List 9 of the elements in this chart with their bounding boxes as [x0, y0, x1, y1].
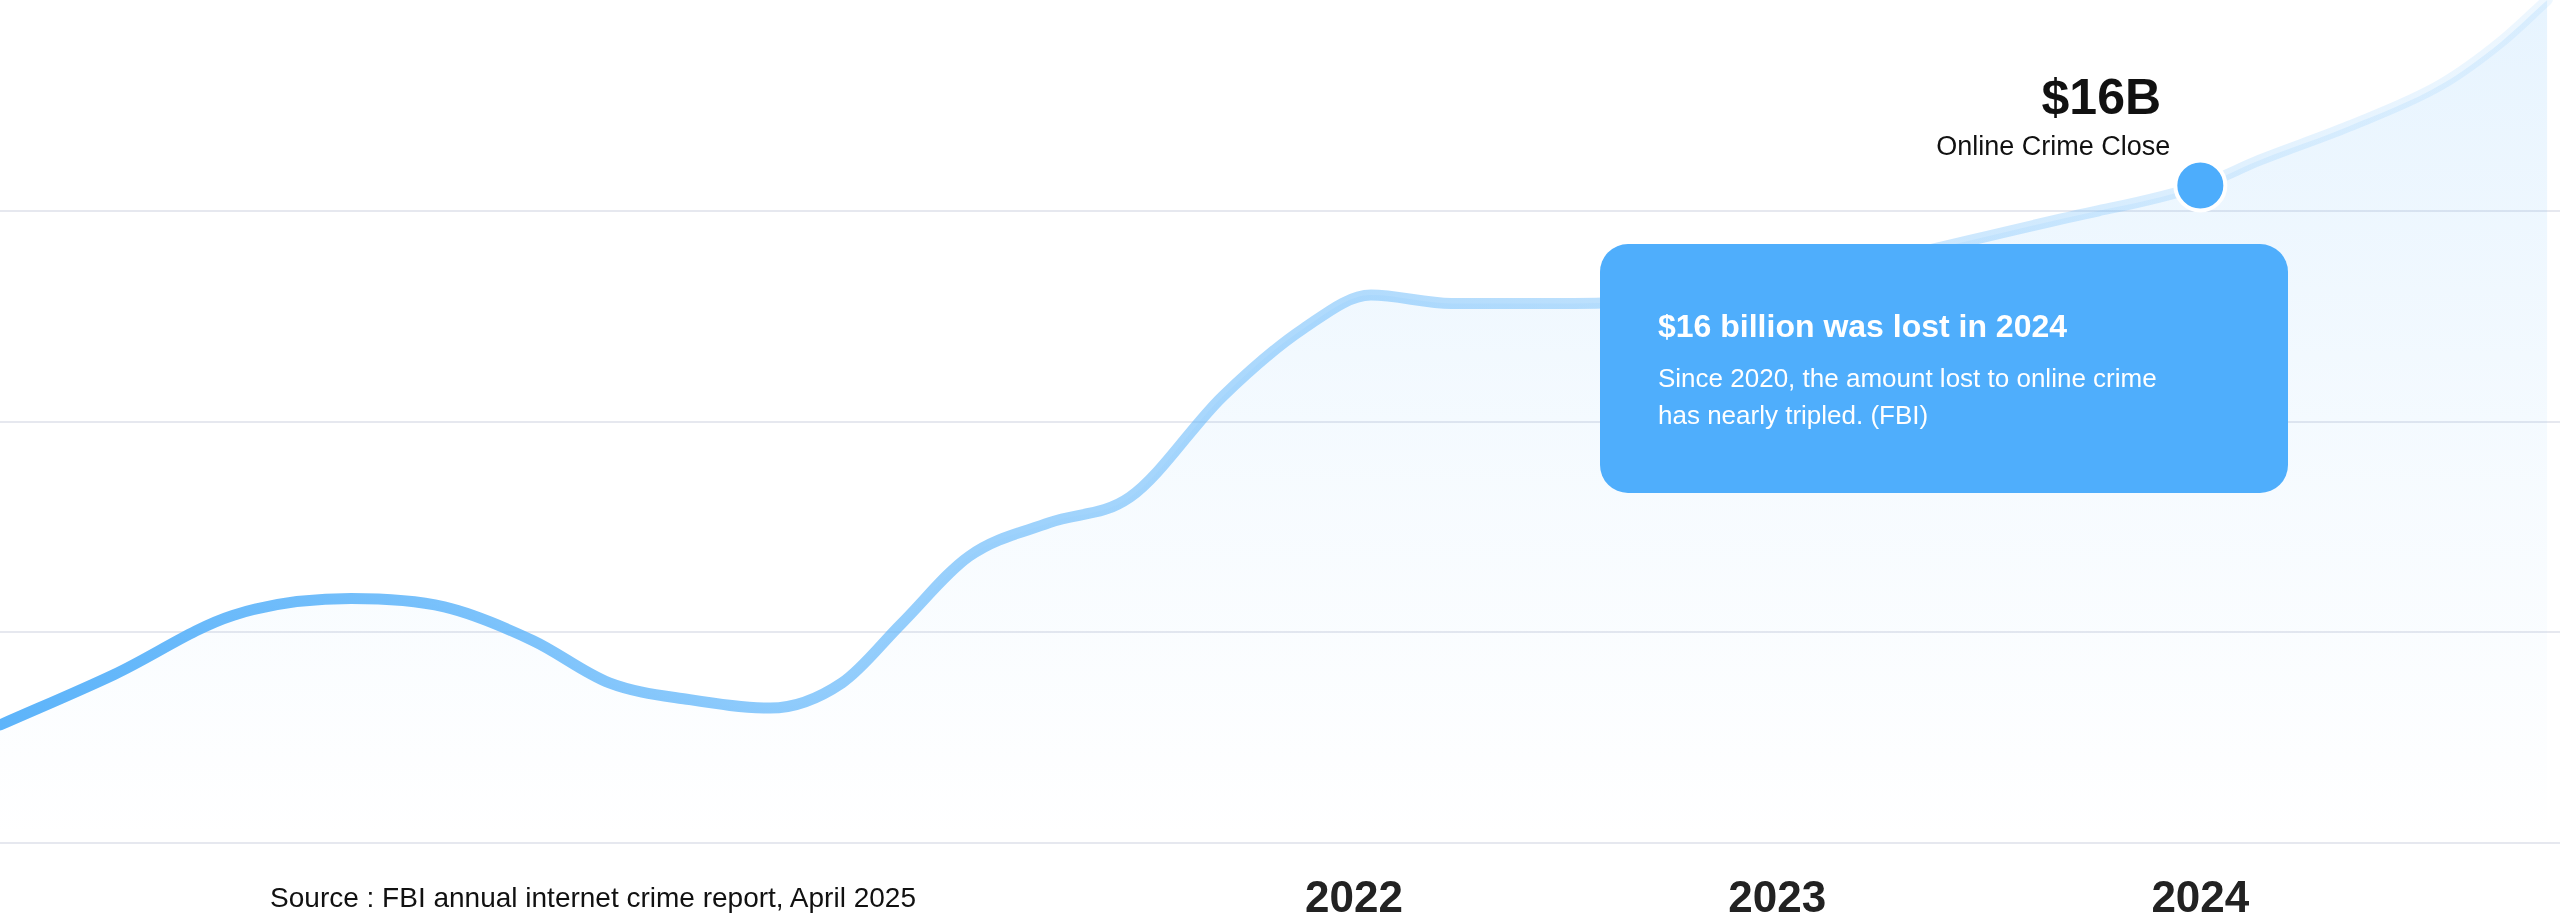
annotation: $16 billion was lost in 2024	[1658, 307, 2069, 346]
callout-box: $16 billion was lost in 2024 Since 2020, the amount lost to online crime has nearly tripled. (FBI)	[1600, 244, 2288, 493]
x-tick-label: 2024	[2151, 871, 2250, 919]
x-tick-label: 2023	[1728, 871, 1827, 919]
annotation: Online Crime Close	[1936, 130, 2171, 161]
source-note: Source : FBI annual internet crime report, April 2025	[270, 881, 916, 913]
x-tick-label: 2022	[1305, 871, 1403, 919]
annotation: $16B	[2041, 69, 2162, 126]
annotation: Since 2020, the amount lost to online crime has nearly tripled. (FBI)	[1658, 362, 2158, 432]
